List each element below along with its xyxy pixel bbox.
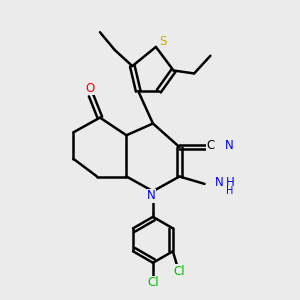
Text: Cl: Cl — [173, 265, 184, 278]
Text: Cl: Cl — [147, 276, 159, 289]
Text: N: N — [225, 139, 234, 152]
Text: C: C — [206, 139, 214, 152]
Text: N: N — [147, 189, 156, 202]
Text: O: O — [85, 82, 94, 95]
Text: N: N — [215, 176, 224, 189]
Text: H: H — [226, 176, 235, 189]
Text: S: S — [160, 35, 167, 48]
Text: H: H — [226, 186, 233, 196]
